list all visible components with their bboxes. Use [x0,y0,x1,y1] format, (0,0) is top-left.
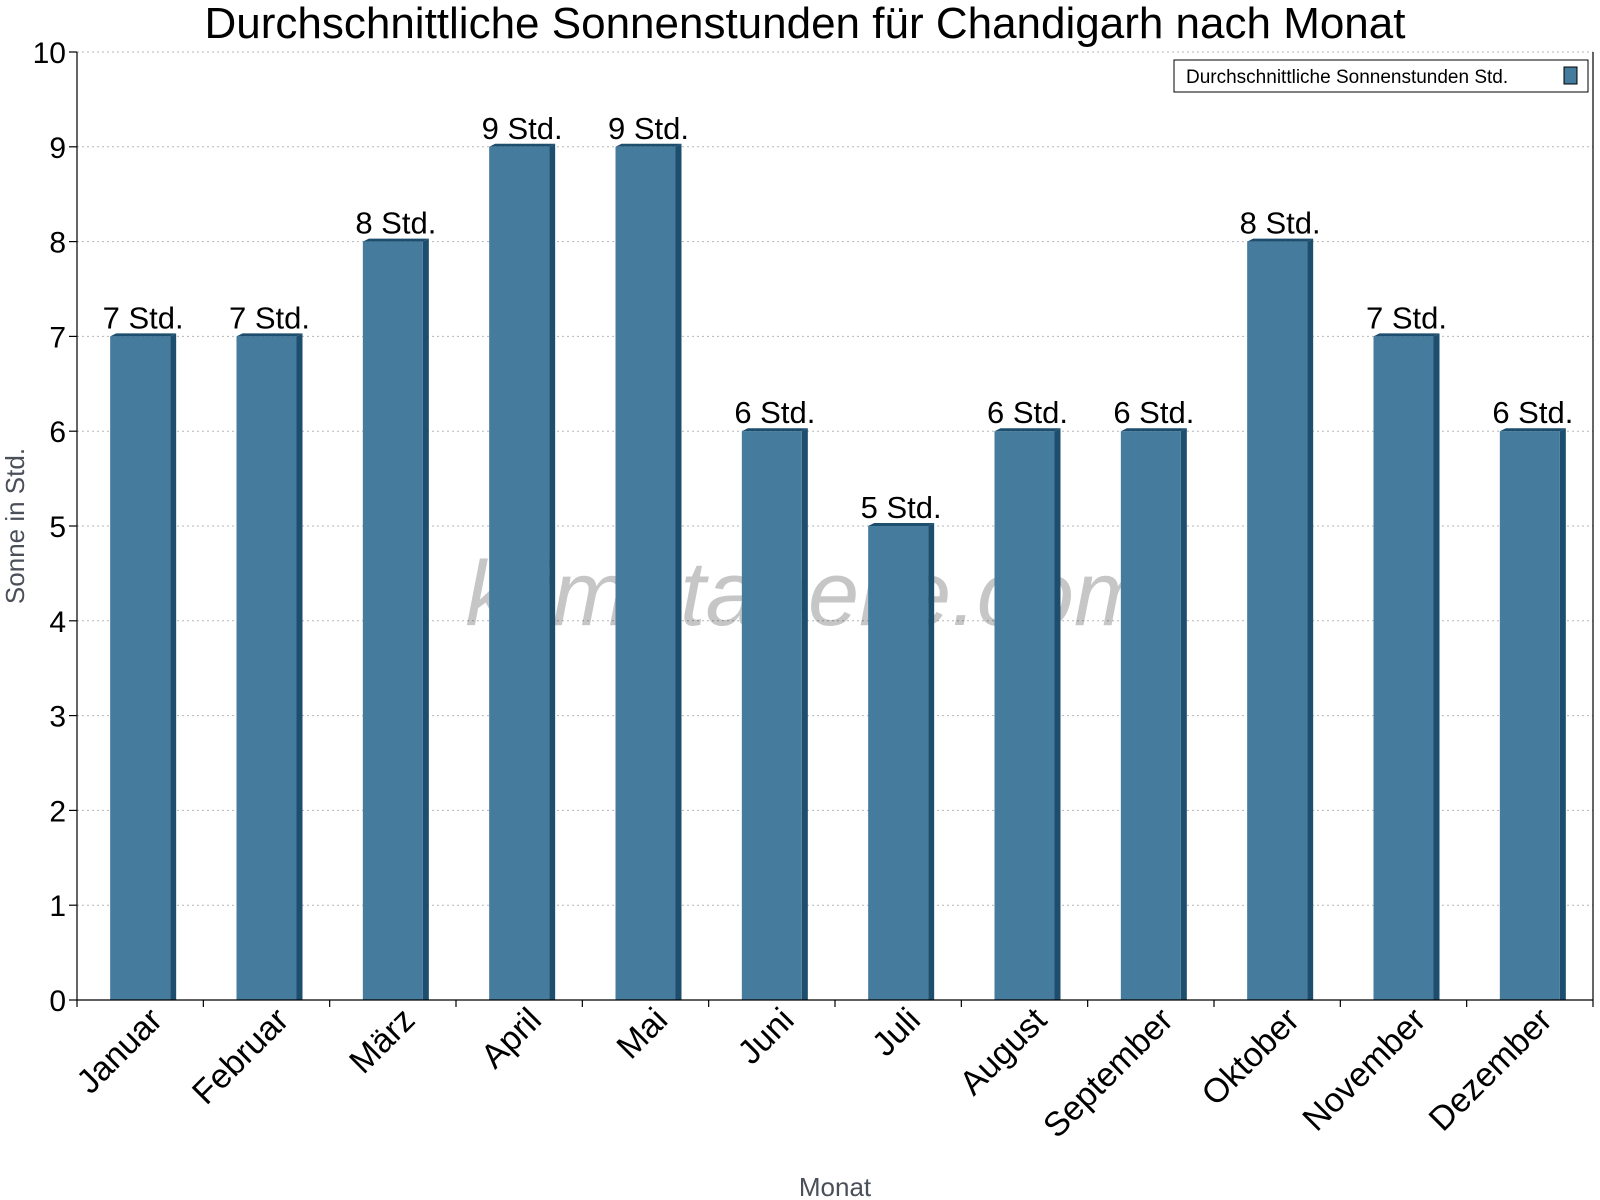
bar [362,241,423,1001]
bar-side [422,238,429,1001]
bar-side [170,333,177,1000]
legend-label: Durchschnittliche Sonnenstunden Std. [1186,67,1508,88]
y-tick-label: 6 [49,416,66,449]
legend: Durchschnittliche Sonnenstunden Std. [1173,59,1589,93]
bar [1499,431,1560,1000]
data-label: 6 Std. [1492,395,1573,430]
data-label: 7 Std. [103,300,184,335]
data-label: 8 Std. [355,206,436,241]
x-tick-label: August [952,1000,1054,1102]
x-tick-label: Oktober [1194,1001,1306,1113]
x-tick-label: April [474,1001,549,1076]
y-tick-label: 3 [49,701,66,734]
bar-top [489,143,556,147]
data-label: 8 Std. [1240,206,1321,241]
y-tick-labels: 0 1 2 3 4 5 6 7 8 9 10 [33,37,77,1018]
x-tick-labels: Januar Februar März April Mai Juni Juli AugustS… [69,1000,1594,1145]
legend-box [1173,59,1589,93]
bar-top [1247,238,1314,242]
bar [236,336,297,1000]
bar [741,431,802,1000]
bar [994,431,1055,1000]
bar-side [1559,428,1566,1000]
chart-title: Durchschnittliche Sonnenstunden für Chan… [205,0,1406,48]
bar-top [741,428,808,432]
y-tick-label: 10 [33,37,66,70]
legend-swatch [1563,66,1578,85]
bar-top [1373,333,1440,337]
bar-top [868,523,935,526]
bar-side [296,333,303,1000]
y-tick-label: 8 [49,227,66,260]
bar-top [994,428,1061,432]
data-label: 6 Std. [987,395,1068,430]
grid-lines [77,51,1593,906]
x-tick-label: Mai [610,1001,676,1067]
data-label: 6 Std. [734,395,815,430]
data-label: 9 Std. [608,111,689,146]
y-tick-label: 2 [49,795,66,828]
bar-top [1120,428,1187,432]
bar-side [1180,428,1187,1000]
bar [1120,431,1181,1000]
x-tick-label: Februar [185,1001,296,1112]
bar-side [675,143,682,1001]
bar [868,526,929,1000]
bar-side [1054,428,1061,1000]
bar [1247,241,1308,1001]
data-label: 5 Std. [861,490,942,525]
y-tick-label: 9 [49,132,66,165]
y-axis-label: Sonne in Std. [0,448,30,604]
y-tick-label: 0 [49,985,66,1018]
x-tick-label: September [1036,1001,1180,1145]
y-tick-label: 7 [49,321,66,354]
bar-side [549,143,556,1001]
bar-top [362,238,429,242]
bar-top [110,333,177,337]
bar-side [928,523,935,1000]
x-tick-label: November [1295,1001,1433,1139]
data-label: 7 Std. [229,300,310,335]
data-label: 7 Std. [1366,300,1447,335]
y-tick-label: 5 [49,511,66,544]
data-label: 9 Std. [482,111,563,146]
bar [615,146,676,1001]
data-label: 6 Std. [1113,395,1194,430]
x-tick-label: Januar [69,1001,169,1101]
bar-top [615,143,682,147]
y-tick-label: 1 [49,890,66,923]
x-tick-label: Juli [865,1001,928,1064]
bar-side [801,428,808,1000]
x-tick-label: Juni [731,1001,802,1072]
bar-side [1433,333,1440,1000]
x-tick-label: Dezember [1422,1001,1560,1139]
x-axis-label: Monat [799,1172,872,1200]
data-labels-group: 7 Std. 7 Std. 8 Std. 9 Std. 9 Std. 6 Std. 5 St… [103,111,1574,525]
bar-top [236,333,303,337]
bar [1373,336,1434,1000]
axes [76,52,1594,1001]
bar-side [1307,238,1314,1001]
bar-top [1499,428,1566,432]
bar [110,336,171,1000]
x-tick-label: März [342,1001,422,1081]
bar [489,146,550,1001]
bars-group [110,143,1566,1001]
y-tick-label: 4 [49,606,66,639]
